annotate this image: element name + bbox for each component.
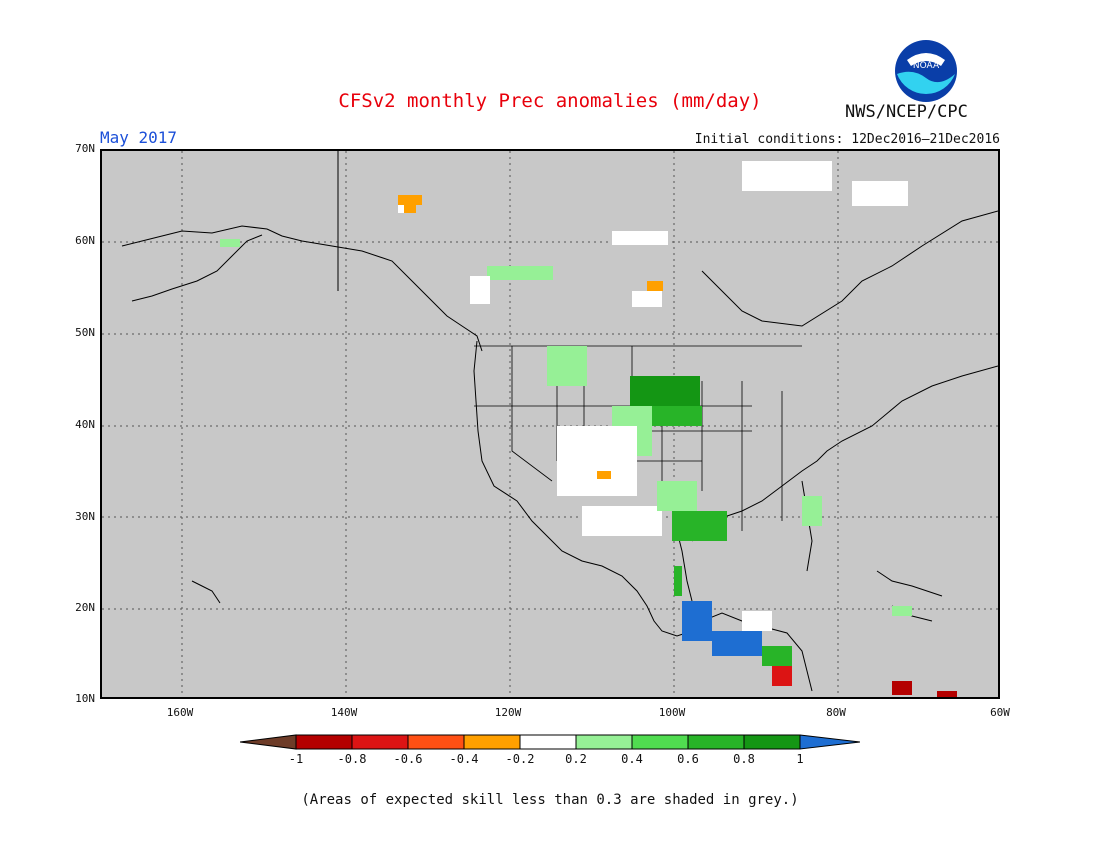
- lon-label-60w: 60W: [990, 706, 1010, 719]
- anomaly-yukon-2: [404, 205, 416, 213]
- colorbar-label-3: -0.4: [449, 752, 479, 766]
- map-title: CFSv2 monthly Prec anomalies (mm/day): [338, 90, 762, 112]
- anomaly-yukon-3: [398, 205, 404, 213]
- colorbar-seg-2: [351, 734, 409, 750]
- anomaly-mexico-blue-2: [712, 631, 762, 656]
- anomaly-venezuela: [892, 681, 912, 695]
- colorbar-label-2: -0.6: [393, 752, 423, 766]
- lat-label-30n: 30N: [75, 510, 95, 523]
- anomaly-southwest: [557, 426, 637, 496]
- anomaly-wcanada: [487, 266, 553, 280]
- skill-footnote: (Areas of expected skill less than 0.3 a…: [301, 792, 799, 808]
- anomaly-texas-2: [672, 511, 727, 541]
- svg-text:NOAA: NOAA: [913, 61, 940, 71]
- lon-label-160w: 160W: [166, 706, 194, 719]
- anomaly-honduras: [762, 646, 792, 666]
- anomaly-mexico-green: [674, 566, 682, 596]
- colorbar-seg-0: [239, 734, 297, 750]
- anomaly-alaska: [220, 239, 240, 247]
- anomaly-nicaragua: [772, 666, 792, 686]
- lat-label-40n: 40N: [75, 418, 95, 431]
- anomaly-orange-2: [647, 281, 663, 291]
- colorbar-label-8: 0.8: [733, 752, 755, 766]
- anomaly-nm-orange: [597, 471, 611, 479]
- colorbar-seg-4: [463, 734, 521, 750]
- anomaly-white-2: [742, 161, 832, 191]
- lat-label-50n: 50N: [75, 326, 95, 339]
- anomaly-caribbean: [937, 691, 957, 697]
- colorbar-seg-9: [743, 734, 801, 750]
- anomaly-florida: [802, 496, 822, 526]
- colorbar-svg: [239, 734, 861, 750]
- colorbar-label-0: -1: [288, 752, 304, 766]
- anomaly-texas-1: [657, 481, 697, 511]
- lat-label-60n: 60N: [75, 234, 95, 247]
- initial-conditions: Initial conditions: 12Dec2016–21Dec2016: [694, 132, 1000, 147]
- noaa-logo: NOAA: [893, 38, 959, 104]
- precipitation-anomaly-map: [100, 149, 1000, 699]
- colorbar-seg-1: [295, 734, 353, 750]
- colorbar-label-6: 0.4: [621, 752, 643, 766]
- lat-label-10n: 10N: [75, 692, 95, 705]
- anomaly-yukon: [398, 195, 422, 205]
- lat-label-20n: 20N: [75, 601, 95, 614]
- anomaly-dakotas: [630, 376, 700, 406]
- colorbar-seg-6: [575, 734, 633, 750]
- lon-label-140w: 140W: [330, 706, 358, 719]
- coastlines: [121, 151, 998, 692]
- anomaly-white-1: [612, 231, 668, 245]
- map-canvas: [102, 151, 998, 697]
- lon-label-120w: 120W: [494, 706, 522, 719]
- lon-label-80w: 80W: [826, 706, 846, 719]
- colorbar-label-9: 1: [796, 752, 804, 766]
- lon-label-100w: 100W: [658, 706, 686, 719]
- colorbar-seg-10: [799, 734, 861, 750]
- map-grid: [102, 151, 998, 697]
- anomaly-hispaniola: [892, 606, 912, 616]
- colorbar-seg-5: [519, 734, 577, 750]
- agency-label: NWS/NCEP/CPC: [845, 102, 968, 122]
- anomaly-wcanada-white: [470, 276, 490, 304]
- anomaly-montana: [547, 346, 587, 386]
- colorbar-seg-8: [687, 734, 745, 750]
- anomaly-mexico-blue: [682, 601, 712, 641]
- hawaii-outline: [191, 580, 221, 604]
- anomaly-white-3: [852, 181, 908, 206]
- anomaly-yucatan: [742, 611, 772, 631]
- colorbar-label-5: 0.2: [565, 752, 587, 766]
- colorbar-label-1: -0.8: [337, 752, 367, 766]
- anomaly-mexico-north: [582, 506, 662, 536]
- lat-label-70n: 70N: [75, 142, 95, 155]
- colorbar-seg-3: [407, 734, 465, 750]
- forecast-month: May 2017: [100, 128, 178, 147]
- colorbar-label-7: 0.6: [677, 752, 699, 766]
- anomaly-white-4: [632, 291, 662, 307]
- colorbar: [239, 733, 861, 751]
- colorbar-label-4: -0.2: [505, 752, 535, 766]
- anomaly-nebraska: [642, 406, 702, 426]
- colorbar-seg-7: [631, 734, 689, 750]
